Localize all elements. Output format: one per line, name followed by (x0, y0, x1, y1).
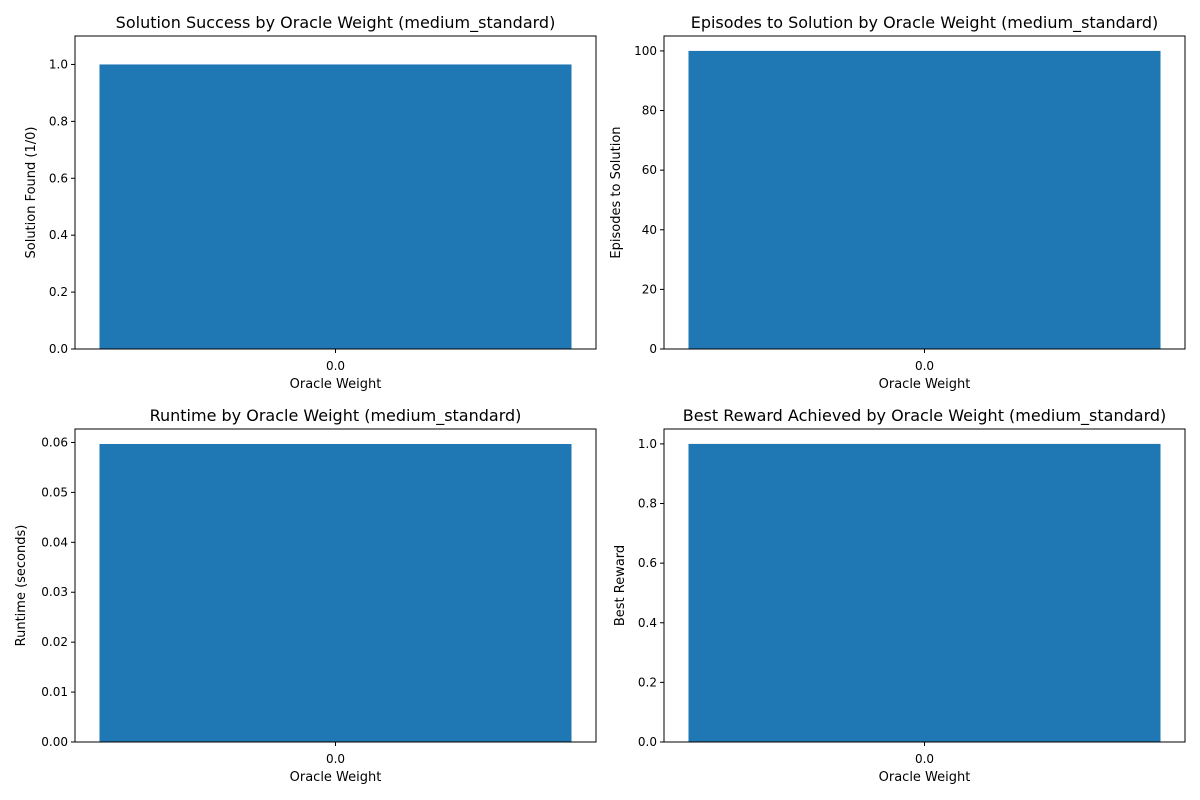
subplot-2: 0.0 0 20 40 60 80 100 Episodes to Solution by O… (609, 13, 1186, 392)
x-axis-label: Oracle Weight (290, 377, 382, 392)
x-tick-label: 0.0 (326, 359, 345, 373)
y-tick-label: 0.05 (41, 485, 68, 499)
x-axis-label: Oracle Weight (879, 377, 971, 392)
subplot-3: 0.0 0.00 0.01 0.02 0.03 0.04 0.05 0.06 Runtime b… (14, 406, 597, 785)
y-tick-label: 0 (649, 342, 657, 356)
bar (688, 443, 1161, 742)
y-axis-label: Episodes to Solution (609, 126, 624, 258)
chart-title: Solution Success by Oracle Weight (mediu… (116, 13, 556, 33)
y-tick-label: 0.2 (638, 675, 657, 689)
chart-title: Runtime by Oracle Weight (medium_standar… (150, 406, 522, 426)
y-tick-label: 80 (642, 104, 657, 118)
y-tick-label: 0.6 (49, 171, 68, 185)
y-tick-label: 0.4 (49, 228, 68, 242)
axes-frame (663, 35, 1186, 350)
axes-frame (74, 428, 597, 743)
y-tick-label: 0.0 (49, 342, 68, 356)
y-tick-label: 1.0 (49, 57, 68, 71)
bar (99, 443, 572, 742)
x-axis-label: Oracle Weight (290, 770, 382, 785)
y-tick-label: 0.03 (41, 585, 68, 599)
y-axis-label: Runtime (seconds) (14, 525, 29, 647)
y-axis-label: Solution Found (1/0) (24, 127, 39, 259)
x-tick-label: 0.0 (915, 359, 934, 373)
chart-title: Episodes to Solution by Oracle Weight (m… (691, 13, 1159, 33)
y-tick-label: 100 (634, 44, 657, 58)
y-tick-label: 0.8 (49, 114, 68, 128)
y-tick-label: 0.04 (41, 535, 68, 549)
bar (99, 64, 572, 350)
y-tick-label: 0.06 (41, 435, 68, 449)
y-tick-label: 0.2 (49, 285, 68, 299)
x-tick-label: 0.0 (915, 752, 934, 766)
axes-frame (663, 428, 1186, 743)
x-tick-label: 0.0 (326, 752, 345, 766)
y-tick-label: 60 (642, 163, 657, 177)
x-axis-label: Oracle Weight (879, 770, 971, 785)
subplot-4: 0.0 0.0 0.2 0.4 0.6 0.8 1.0 Best Reward Achieve… (613, 406, 1186, 785)
axes-frame (74, 35, 597, 350)
y-tick-label: 0.02 (41, 635, 68, 649)
y-tick-label: 0.8 (638, 497, 657, 511)
y-tick-label: 0.6 (638, 556, 657, 570)
subplot-1: 0.0 0.0 0.2 0.4 0.6 0.8 1.0 Solution Success by… (24, 13, 597, 392)
bar (688, 50, 1161, 350)
y-tick-label: 20 (642, 282, 657, 296)
chart-title: Best Reward Achieved by Oracle Weight (m… (683, 406, 1167, 426)
y-tick-label: 0.4 (638, 616, 657, 630)
y-tick-label: 0.01 (41, 685, 68, 699)
y-tick-label: 1.0 (638, 437, 657, 451)
y-tick-label: 0.00 (41, 735, 68, 749)
y-axis-label: Best Reward (613, 545, 628, 626)
y-tick-label: 0.0 (638, 735, 657, 749)
y-tick-label: 40 (642, 223, 657, 237)
